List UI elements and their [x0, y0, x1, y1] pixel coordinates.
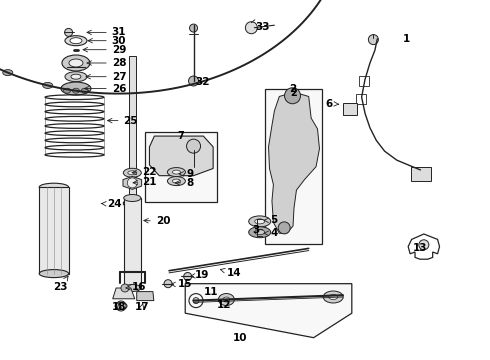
Text: 27: 27 — [86, 72, 126, 82]
Text: 11: 11 — [203, 287, 218, 297]
Ellipse shape — [168, 177, 185, 186]
Text: 12: 12 — [217, 300, 232, 310]
Text: 28: 28 — [87, 58, 126, 68]
Text: 5: 5 — [264, 215, 278, 225]
Text: 25: 25 — [108, 116, 138, 126]
Text: 18: 18 — [112, 302, 126, 312]
Ellipse shape — [43, 82, 53, 89]
Ellipse shape — [62, 55, 90, 71]
Text: 3: 3 — [252, 225, 259, 235]
Ellipse shape — [172, 179, 180, 183]
Polygon shape — [149, 136, 213, 176]
Text: 4: 4 — [264, 228, 278, 238]
Circle shape — [190, 24, 197, 32]
Bar — [145, 132, 217, 202]
Circle shape — [189, 76, 198, 86]
Polygon shape — [113, 288, 135, 299]
Text: 8: 8 — [175, 178, 194, 188]
Ellipse shape — [65, 36, 87, 46]
Ellipse shape — [3, 69, 13, 76]
Text: 2: 2 — [290, 88, 297, 98]
Ellipse shape — [123, 199, 141, 208]
Ellipse shape — [323, 291, 343, 303]
Ellipse shape — [39, 183, 69, 191]
Ellipse shape — [249, 216, 270, 227]
Text: 31: 31 — [87, 27, 126, 37]
Circle shape — [368, 35, 378, 45]
Circle shape — [184, 273, 192, 280]
Ellipse shape — [329, 294, 338, 300]
Circle shape — [278, 222, 290, 234]
Ellipse shape — [255, 219, 265, 224]
Polygon shape — [185, 284, 352, 338]
Ellipse shape — [39, 270, 69, 278]
Ellipse shape — [168, 167, 185, 176]
Text: 10: 10 — [233, 333, 248, 343]
Polygon shape — [269, 92, 319, 233]
Bar — [265, 89, 322, 244]
Text: 23: 23 — [53, 276, 68, 292]
Ellipse shape — [172, 170, 180, 174]
Circle shape — [116, 301, 126, 311]
Text: 15: 15 — [171, 279, 192, 289]
Polygon shape — [123, 176, 142, 189]
Circle shape — [121, 284, 129, 292]
Ellipse shape — [249, 227, 270, 238]
Ellipse shape — [64, 88, 71, 93]
Text: 14: 14 — [220, 268, 241, 278]
Text: 2: 2 — [289, 84, 296, 94]
Text: 22: 22 — [132, 167, 157, 177]
Bar — [411, 167, 431, 181]
Text: 32: 32 — [195, 77, 210, 87]
Circle shape — [164, 280, 172, 288]
Ellipse shape — [223, 297, 230, 302]
Text: 7: 7 — [177, 131, 184, 141]
Ellipse shape — [128, 171, 137, 175]
Circle shape — [285, 88, 300, 104]
Circle shape — [187, 139, 200, 153]
Ellipse shape — [124, 284, 141, 292]
Circle shape — [419, 240, 429, 250]
Bar — [343, 103, 357, 114]
Text: 1: 1 — [403, 33, 411, 44]
Circle shape — [245, 22, 257, 34]
Bar — [359, 76, 369, 86]
Text: 20: 20 — [144, 216, 171, 226]
Circle shape — [127, 178, 137, 188]
Text: 26: 26 — [85, 84, 126, 94]
Ellipse shape — [70, 38, 82, 44]
Ellipse shape — [65, 72, 87, 82]
Text: 16: 16 — [126, 282, 147, 292]
Text: 9: 9 — [179, 169, 194, 179]
Bar — [356, 94, 366, 104]
Text: 19: 19 — [191, 270, 209, 280]
Ellipse shape — [73, 88, 79, 93]
Ellipse shape — [255, 230, 265, 235]
Ellipse shape — [69, 59, 83, 67]
Ellipse shape — [71, 74, 81, 79]
Ellipse shape — [123, 168, 141, 177]
Text: 17: 17 — [135, 302, 149, 312]
Text: 13: 13 — [413, 243, 428, 253]
Text: 6: 6 — [326, 99, 339, 109]
Ellipse shape — [124, 194, 141, 202]
Text: 30: 30 — [88, 36, 126, 46]
Text: 21: 21 — [133, 177, 157, 187]
Ellipse shape — [219, 293, 234, 306]
Polygon shape — [129, 56, 136, 200]
Circle shape — [65, 28, 73, 36]
Polygon shape — [137, 292, 154, 301]
Ellipse shape — [61, 82, 91, 95]
Circle shape — [193, 298, 199, 303]
Polygon shape — [124, 198, 141, 288]
Text: 24: 24 — [101, 199, 122, 209]
Ellipse shape — [81, 88, 88, 93]
Text: 33: 33 — [256, 22, 270, 32]
Ellipse shape — [128, 201, 136, 206]
Polygon shape — [39, 187, 69, 274]
Text: 29: 29 — [83, 45, 126, 55]
